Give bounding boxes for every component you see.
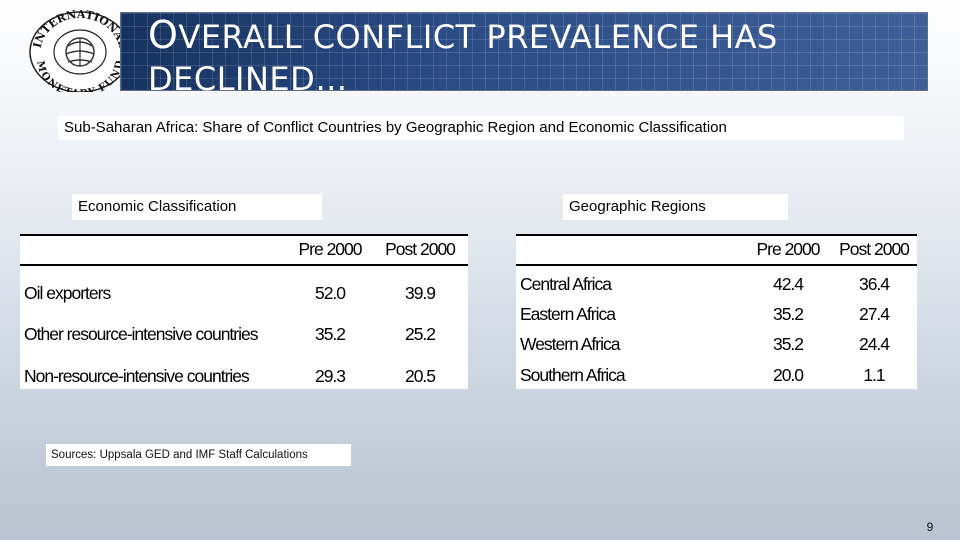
table-cell-post: 20.5	[404, 366, 436, 386]
table-cell-post: 39.9	[404, 283, 436, 303]
imf-seal-icon: INTERNATIONAL MONETARY FUND	[29, 8, 131, 92]
table-header	[516, 234, 917, 266]
table-cell-post: 36.4	[858, 274, 890, 294]
table-row-label: Western Africa	[520, 334, 620, 354]
table-cell-post: 1.1	[863, 365, 885, 385]
col-header-pre: Pre 2000	[298, 239, 362, 259]
econ-classification-label: Economic Classification	[72, 194, 322, 220]
col-header-pre: Pre 2000	[756, 239, 820, 259]
title-line2: DECLINED…	[148, 60, 348, 98]
table-row-label: Central Africa	[520, 274, 612, 294]
table-row-label: Other resource-intensive countries	[24, 324, 258, 344]
page-title: OVERALL CONFLICT PREVALENCE HAS DECLINED…	[148, 14, 908, 100]
title-cap: O	[148, 13, 179, 57]
table-cell-pre: 35.2	[772, 304, 804, 324]
table-row-label: Oil exporters	[24, 283, 111, 303]
table-cell-post: 24.4	[858, 334, 890, 354]
table-row-label: Eastern Africa	[520, 304, 616, 324]
econ-table: Pre 2000 Post 2000 Oil exporters 52.0 39…	[20, 234, 468, 389]
table-cell-post: 25.2	[404, 324, 436, 344]
col-header-post: Post 2000	[385, 239, 456, 259]
table-cell-pre: 35.2	[772, 334, 804, 354]
chart-subtitle: Sub-Saharan Africa: Share of Conflict Co…	[58, 116, 904, 140]
table-row-label: Southern Africa	[520, 365, 626, 385]
title-line1: VERALL CONFLICT PREVALENCE HAS	[178, 18, 778, 56]
table-cell-pre: 20.0	[772, 365, 804, 385]
table-cell-pre: 35.2	[314, 324, 346, 344]
table-cell-post: 27.4	[858, 304, 890, 324]
geo-table: Pre 2000 Post 2000 Central Africa 42.4 3…	[516, 234, 917, 389]
page-number: 9	[926, 520, 934, 534]
table-cell-pre: 29.3	[314, 366, 346, 386]
sources-footnote: Sources: Uppsala GED and IMF Staff Calcu…	[46, 444, 351, 466]
geographic-regions-label: Geographic Regions	[563, 194, 788, 220]
table-cell-pre: 42.4	[772, 274, 804, 294]
table-cell-pre: 52.0	[314, 283, 346, 303]
col-header-post: Post 2000	[839, 239, 910, 259]
table-row-label: Non-resource-intensive countries	[24, 366, 250, 386]
title-band	[120, 12, 928, 91]
table-header	[20, 234, 468, 266]
